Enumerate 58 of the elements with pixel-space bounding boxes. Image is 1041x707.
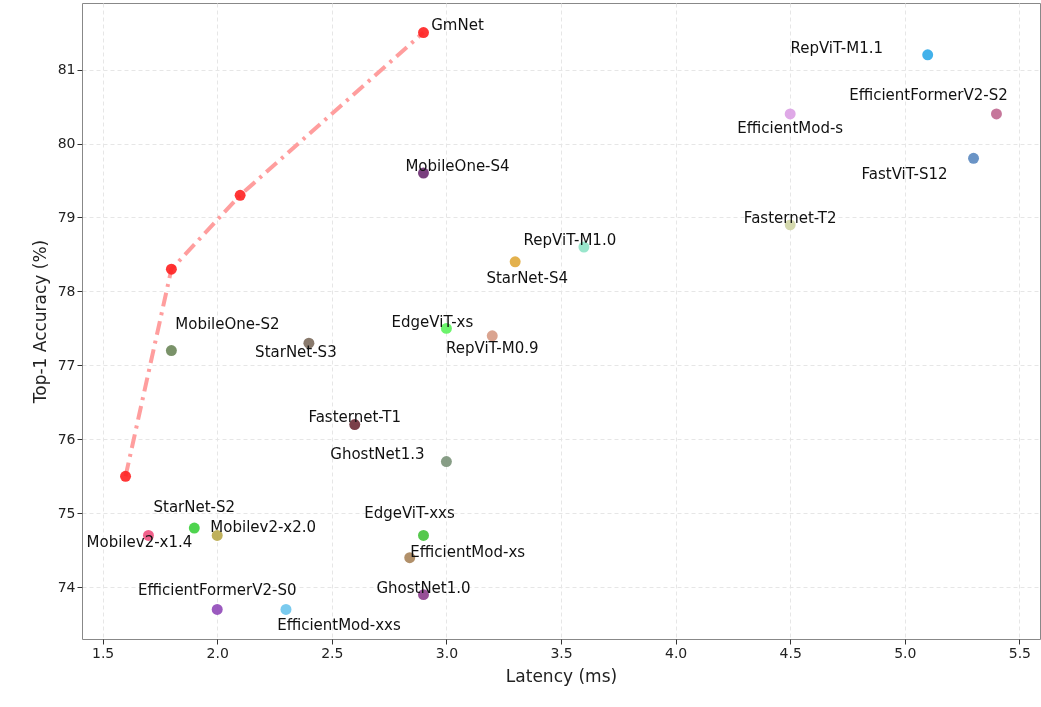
series-label: RepViT-M1.0 — [523, 231, 617, 250]
series-label: MobileOne-S4 — [405, 157, 510, 176]
point — [922, 49, 934, 61]
point — [165, 263, 177, 275]
x-tick-label: 3.5 — [550, 644, 573, 661]
series-label: EfficientMod-s — [737, 118, 844, 137]
point — [440, 456, 452, 467]
series-label: StarNet-S3 — [255, 343, 337, 362]
series-label: EfficientMod-xs — [410, 542, 526, 561]
series-label: StarNet-S2 — [153, 498, 236, 517]
point — [418, 530, 429, 541]
point — [120, 470, 132, 482]
y-tick-label: 77 — [57, 356, 76, 373]
y-tick-label: 75 — [57, 504, 76, 521]
x-tick-label: 3.0 — [435, 644, 459, 661]
x-tick-label: 4.0 — [664, 644, 688, 661]
series-label: Mobilev2-x1.4 — [86, 533, 193, 552]
series-label: EdgeViT-xxs — [364, 504, 455, 523]
series-label: MobileOne-S2 — [175, 314, 280, 333]
series-label: Mobilev2-x2.0 — [210, 518, 317, 537]
series-label: FastViT-S12 — [861, 165, 948, 184]
y-tick-label: 74 — [57, 578, 76, 595]
series-label: EdgeViT-xs — [391, 313, 474, 332]
series-label: StarNet-S4 — [486, 268, 568, 287]
series-label: RepViT-M0.9 — [445, 338, 539, 357]
x-tick-label: 4.5 — [779, 644, 802, 661]
series-label: Fasternet-T1 — [308, 407, 402, 426]
point — [418, 27, 429, 39]
y-axis-title: Top-1 Accuracy (%) — [29, 239, 50, 405]
x-tick-label: 2.5 — [321, 644, 344, 661]
point — [968, 152, 980, 164]
point — [188, 522, 200, 534]
point — [486, 330, 498, 342]
y-tick-label: 76 — [57, 430, 76, 447]
y-tick-label: 81 — [57, 61, 76, 78]
y-tick-label: 79 — [57, 208, 76, 225]
y-tick-label: 78 — [57, 282, 76, 299]
series-label: EfficientMod-xxs — [277, 616, 401, 635]
point — [509, 256, 521, 268]
point — [280, 603, 292, 615]
series-label: EfficientFormerV2-S2 — [849, 85, 1008, 104]
point — [165, 345, 177, 357]
x-tick-label: 1.5 — [91, 644, 115, 661]
x-axis-title: Latency (ms) — [505, 665, 618, 686]
series-label: Fasternet-T2 — [743, 208, 837, 227]
series-label: GhostNet1.0 — [376, 578, 471, 597]
point — [234, 189, 246, 201]
series-label: EfficientFormerV2-S0 — [137, 581, 297, 600]
x-tick-label: 5.0 — [894, 644, 917, 661]
text: RepViT-M1.1 — [790, 38, 883, 57]
series-label: GhostNet1.3 — [330, 444, 425, 463]
series-label: GmNet — [431, 15, 484, 34]
point — [990, 108, 1002, 120]
point — [784, 108, 796, 120]
x-tick-label: 2.0 — [206, 644, 229, 661]
x-tick-label: 5.5 — [1008, 644, 1032, 661]
point — [211, 603, 223, 615]
y-tick-label: 80 — [57, 135, 76, 152]
